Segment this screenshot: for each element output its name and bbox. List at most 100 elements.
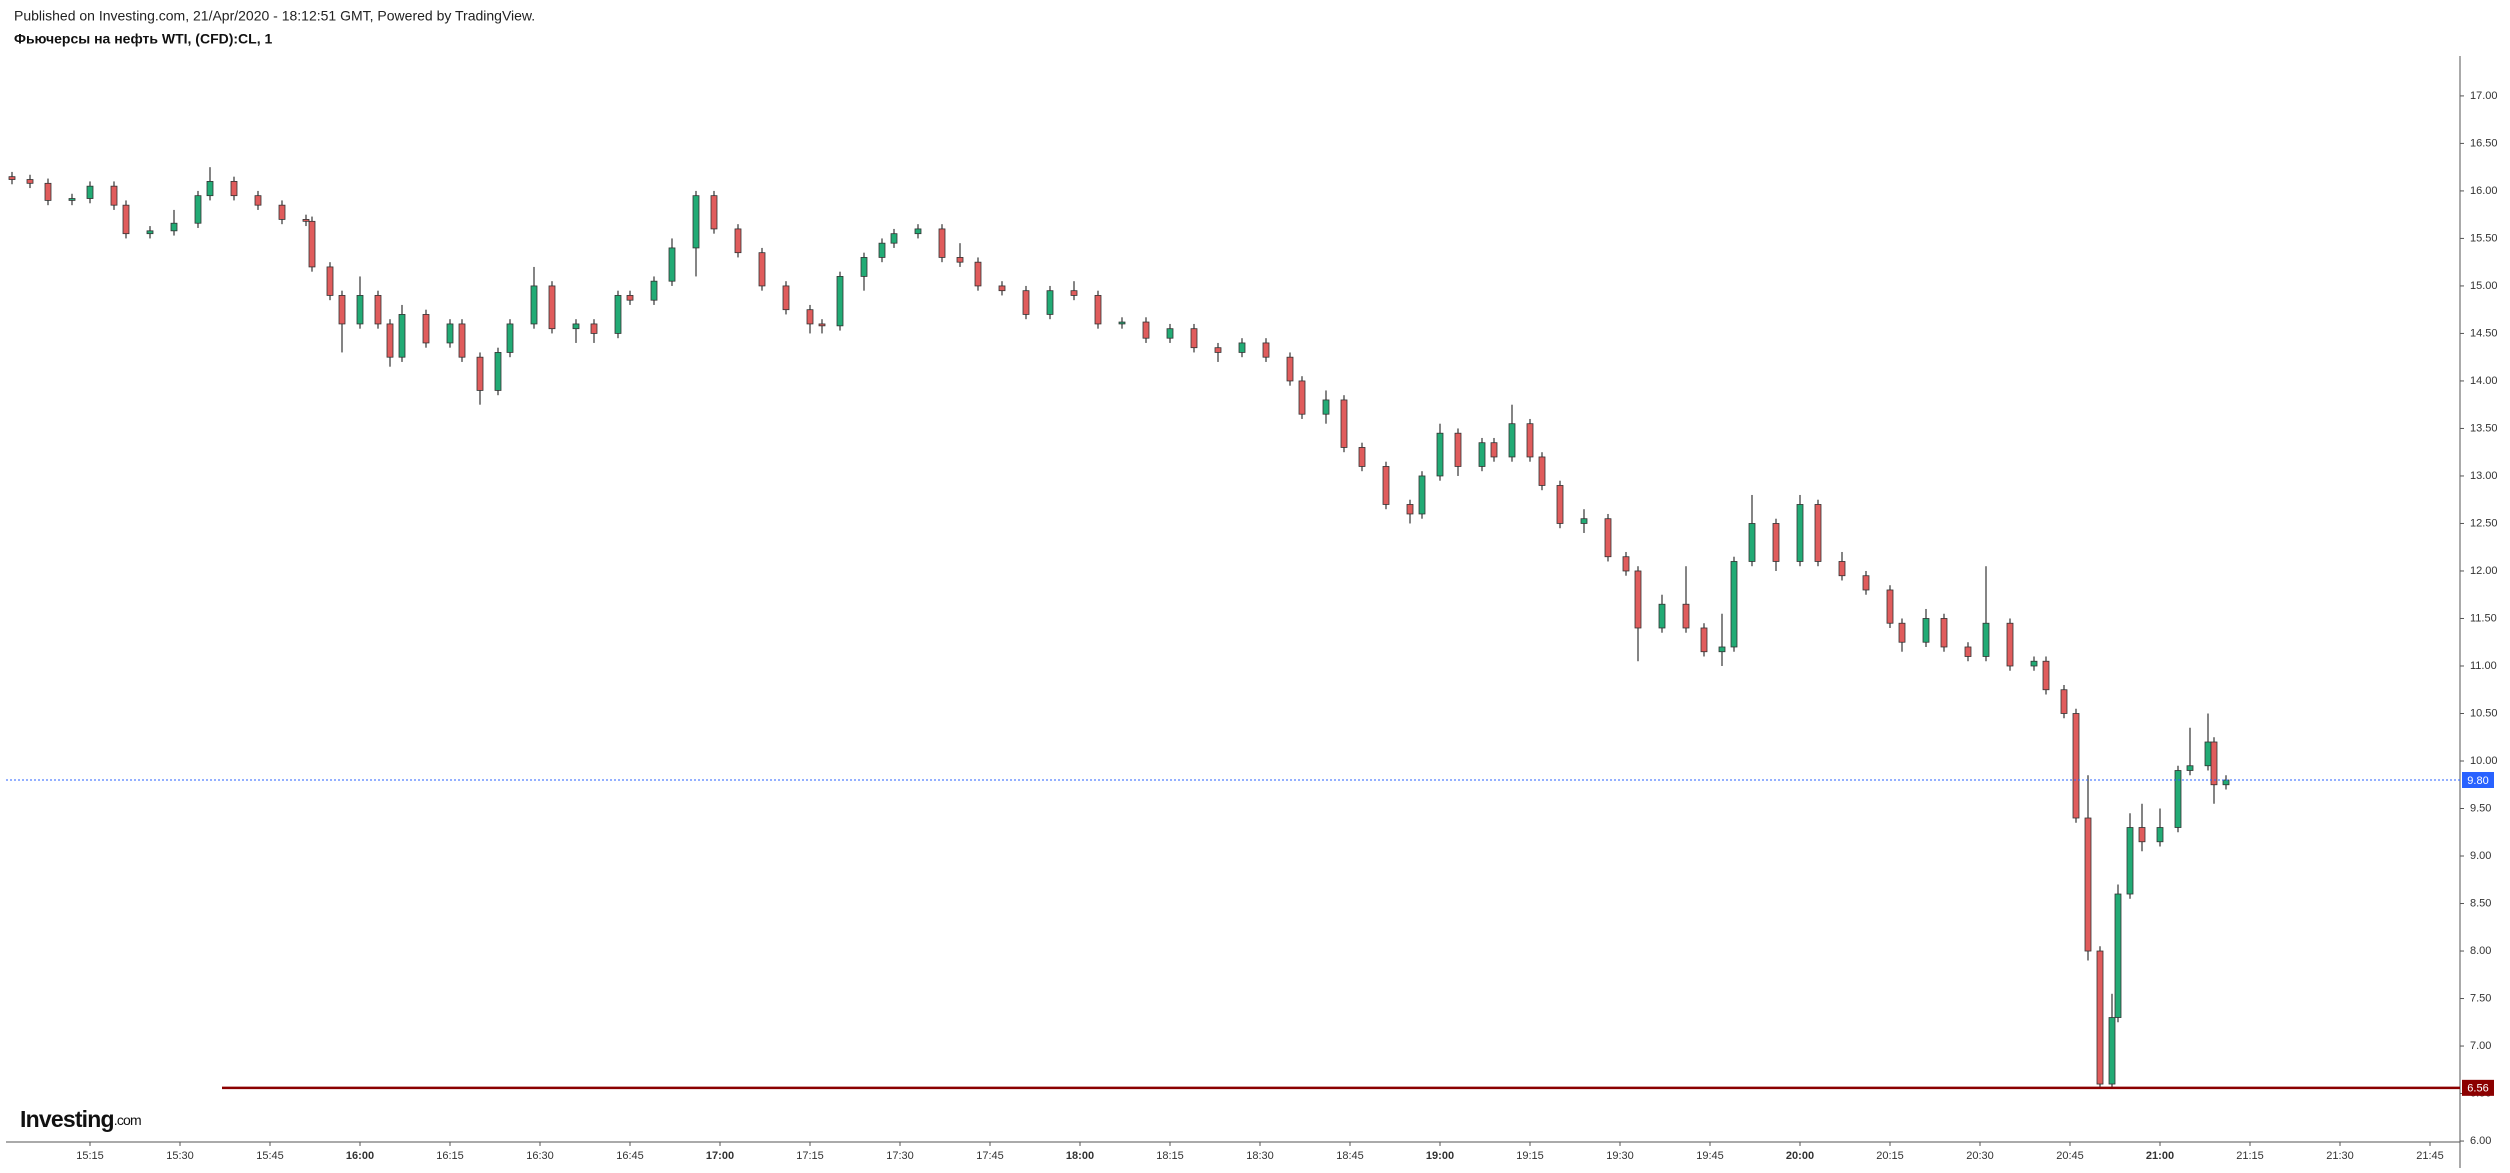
- y-tick-label: 15.00: [2470, 280, 2498, 292]
- candle-body: [1508, 423, 1516, 458]
- candle-body: [2174, 770, 2182, 828]
- candle-body: [1214, 347, 1222, 353]
- x-tick-label: 19:45: [1696, 1150, 1724, 1162]
- x-tick-label: 16:30: [526, 1150, 554, 1162]
- candle-body: [1418, 475, 1426, 515]
- candle-body: [782, 285, 790, 311]
- candle-body: [1862, 575, 1870, 591]
- x-tick-label: 18:15: [1156, 1150, 1184, 1162]
- candle-body: [2138, 827, 2146, 843]
- candle-body: [194, 195, 202, 224]
- x-tick-label: 20:30: [1966, 1150, 1994, 1162]
- candle-body: [1094, 295, 1102, 325]
- x-tick-label: 17:30: [886, 1150, 914, 1162]
- candle-body: [254, 195, 262, 206]
- candle-body: [1658, 603, 1666, 629]
- candle-body: [1604, 518, 1612, 558]
- candle-body: [914, 228, 922, 235]
- y-tick-label: 15.50: [2470, 232, 2498, 244]
- candle-body: [1454, 432, 1462, 467]
- candle-body: [2072, 713, 2080, 819]
- x-tick-label: 21:30: [2326, 1150, 2354, 1162]
- candle-body: [1718, 646, 1726, 653]
- candle-body: [1748, 523, 1756, 562]
- candle-body: [506, 323, 514, 353]
- chart-title: Фьючерсы на нефть WTI, (CFD):CL, 1: [14, 31, 273, 47]
- candle-body: [68, 198, 76, 201]
- candle-body: [1022, 290, 1030, 315]
- y-tick-label: 13.50: [2470, 422, 2498, 434]
- candle-body: [44, 182, 52, 201]
- y-tick-label: 11.50: [2470, 612, 2497, 624]
- candle-body: [326, 266, 334, 296]
- candle-body: [974, 261, 982, 287]
- candle-body: [734, 228, 742, 254]
- candle-body: [1046, 290, 1054, 315]
- candle-body: [1556, 485, 1564, 524]
- candle-body: [1436, 432, 1444, 477]
- y-tick-label: 16.00: [2470, 185, 2498, 197]
- y-tick-label: 10.50: [2470, 707, 2498, 719]
- y-tick-label: 17.00: [2470, 90, 2498, 102]
- candle-body: [1796, 504, 1804, 562]
- price-label-box: [2462, 1079, 2494, 1096]
- candle-body: [836, 276, 844, 327]
- candle-body: [668, 247, 676, 282]
- price-label: 9.80: [2467, 775, 2488, 787]
- x-tick-label: 16:15: [436, 1150, 464, 1162]
- candle-body: [86, 185, 94, 199]
- candle-body: [1538, 456, 1546, 486]
- x-tick-label: 18:30: [1246, 1150, 1274, 1162]
- candle-body: [1478, 442, 1486, 467]
- y-tick-label: 10.00: [2470, 755, 2498, 767]
- price-label-box: [2462, 772, 2494, 788]
- candle-body: [1262, 342, 1270, 358]
- x-tick-label: 19:30: [1606, 1150, 1634, 1162]
- candle-body: [1814, 504, 1822, 562]
- y-tick-label: 11.00: [2470, 660, 2497, 672]
- candle-body: [1622, 556, 1630, 572]
- y-tick-label: 7.00: [2470, 1040, 2491, 1052]
- y-tick-label: 6.00: [2470, 1135, 2491, 1147]
- y-tick-label: 7.50: [2470, 992, 2491, 1004]
- candle-body: [230, 181, 238, 197]
- candle-body: [1070, 290, 1078, 296]
- x-tick-label: 15:45: [256, 1150, 284, 1162]
- candle-body: [1700, 627, 1708, 653]
- candle-body: [494, 352, 502, 391]
- candle-body: [302, 219, 310, 222]
- y-tick-label: 13.00: [2470, 470, 2498, 482]
- candle-body: [422, 314, 430, 344]
- candle-body: [1142, 321, 1150, 339]
- y-tick-label: 8.50: [2470, 897, 2491, 909]
- candle-body: [2108, 1017, 2116, 1085]
- x-tick-label: 19:15: [1516, 1150, 1544, 1162]
- candles: [8, 167, 2230, 1088]
- x-tick-label: 20:15: [1876, 1150, 1904, 1162]
- candle-body: [110, 185, 118, 206]
- candle-body: [530, 285, 538, 325]
- candle-body: [806, 309, 814, 325]
- candle-body: [1682, 603, 1690, 629]
- price-label: 6.56: [2467, 1083, 2488, 1095]
- candle-body: [476, 356, 484, 391]
- candle-body: [206, 181, 214, 197]
- candle-body: [758, 252, 766, 287]
- x-tick-label: 18:45: [1336, 1150, 1364, 1162]
- x-tick-label: 16:00: [346, 1150, 374, 1162]
- candle-body: [1772, 523, 1780, 562]
- candle-body: [590, 323, 598, 334]
- candle-body: [2204, 741, 2212, 767]
- x-tick-label: 20:00: [1786, 1150, 1814, 1162]
- candle-body: [170, 222, 178, 232]
- x-tick-label: 21:45: [2416, 1150, 2444, 1162]
- candle-body: [878, 242, 886, 258]
- candle-body: [1982, 622, 1990, 657]
- candle-body: [2114, 893, 2122, 1018]
- candle-body: [1898, 622, 1906, 643]
- candle-body: [356, 295, 364, 325]
- candle-body: [1922, 618, 1930, 643]
- candle-body: [2126, 827, 2134, 895]
- x-tick-label: 18:00: [1066, 1150, 1094, 1162]
